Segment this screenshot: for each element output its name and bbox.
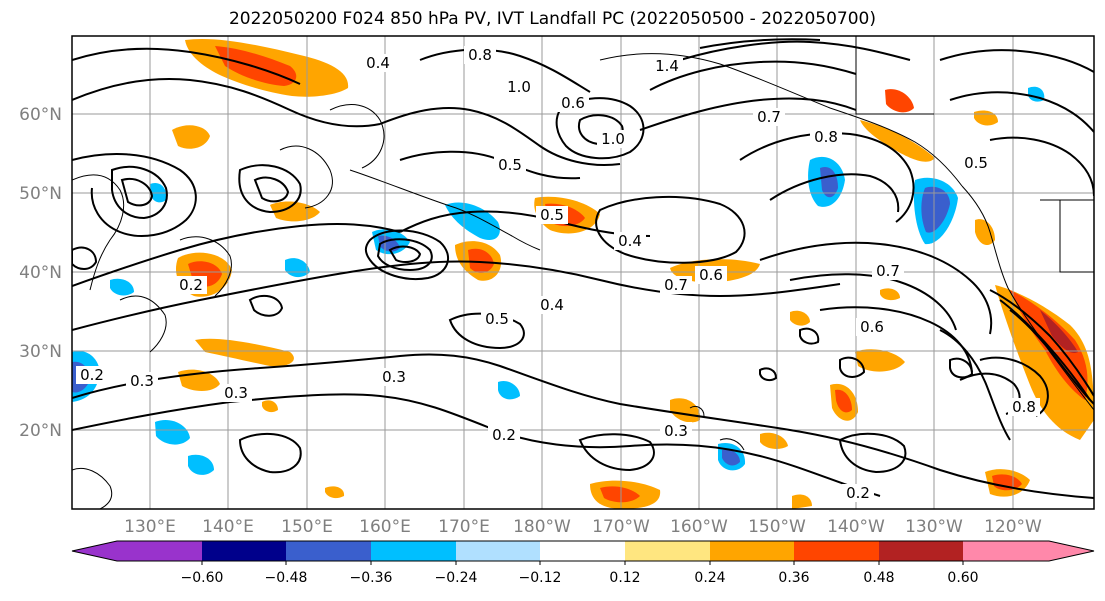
lat-label-40n: 40°N bbox=[19, 263, 62, 283]
colorbar-tick-label: 0.48 bbox=[863, 570, 894, 586]
map-frame bbox=[71, 35, 1095, 510]
colorbar-segment bbox=[202, 541, 286, 561]
lat-label-50n: 50°N bbox=[19, 184, 62, 204]
contour-label: 0.2 bbox=[80, 366, 104, 384]
contour-label: 0.2 bbox=[846, 484, 870, 502]
lat-label-30n: 30°N bbox=[19, 342, 62, 362]
lon-label: 120°W bbox=[984, 517, 1042, 537]
contour-label: 1.0 bbox=[601, 130, 625, 148]
colorbar-segment bbox=[371, 541, 456, 561]
colorbar-tick-label: −0.12 bbox=[519, 570, 562, 586]
negative-anomaly-shading bbox=[72, 86, 1045, 475]
colorbar-segment bbox=[456, 541, 540, 561]
colorbar-segment bbox=[625, 541, 710, 561]
colorbar-tick-label: 0.24 bbox=[694, 570, 725, 586]
colorbar-tick-label: −0.36 bbox=[350, 570, 393, 586]
colorbar-segment bbox=[72, 541, 202, 561]
colorbar: −0.60 −0.48 −0.36 −0.24 −0.12 0.12 0.24 … bbox=[71, 540, 1095, 586]
colorbar-segment bbox=[794, 541, 879, 561]
contour-label: 0.7 bbox=[664, 276, 688, 294]
lat-label-20n: 20°N bbox=[19, 421, 62, 441]
contour-label: 0.5 bbox=[498, 156, 522, 174]
contour-label: 0.6 bbox=[699, 266, 723, 284]
colorbar-segment bbox=[963, 541, 1094, 561]
coastlines bbox=[72, 36, 1094, 509]
colorbar-tick-label: −0.48 bbox=[265, 570, 308, 586]
contour-label: 0.3 bbox=[664, 422, 688, 440]
contour-label: 0.2 bbox=[179, 276, 203, 294]
contour-label: 0.8 bbox=[468, 46, 492, 64]
lon-label: 130°E bbox=[124, 517, 176, 537]
lon-label: 150°E bbox=[281, 517, 333, 537]
colorbar-segment bbox=[879, 541, 963, 561]
lon-label: 160°W bbox=[670, 517, 728, 537]
pv-contours bbox=[72, 38, 1094, 499]
colorbar-tick-label: −0.24 bbox=[435, 570, 478, 586]
contour-label: 0.3 bbox=[382, 368, 406, 386]
colorbar-outline bbox=[71, 540, 1095, 562]
contour-label: 0.2 bbox=[492, 426, 516, 444]
latitude-labels: 60°N 50°N 40°N 30°N 20°N bbox=[19, 105, 62, 441]
contour-label: 0.4 bbox=[540, 296, 564, 314]
colorbar-segments bbox=[72, 541, 1094, 561]
contour-label: 0.5 bbox=[485, 310, 509, 328]
lat-label-60n: 60°N bbox=[19, 105, 62, 125]
lon-label: 180°W bbox=[513, 517, 571, 537]
contour-label: 0.3 bbox=[224, 384, 248, 402]
contour-label: 1.0 bbox=[507, 78, 531, 96]
lon-label: 150°W bbox=[748, 517, 806, 537]
lon-label: 160°E bbox=[359, 517, 411, 537]
colorbar-tick-label: 0.12 bbox=[609, 570, 640, 586]
contour-label: 0.6 bbox=[561, 94, 585, 112]
contour-labels: 0.4 1.4 0.5 0.8 1.0 0.6 1.0 0.7 0.8 0.5 … bbox=[76, 46, 1040, 502]
contour-label: 0.4 bbox=[366, 54, 390, 72]
lon-label: 170°W bbox=[592, 517, 650, 537]
contour-label: 0.6 bbox=[860, 318, 884, 336]
contour-label: 0.7 bbox=[876, 262, 900, 280]
contour-label: 1.4 bbox=[655, 57, 679, 75]
colorbar-tick-labels: −0.60 −0.48 −0.36 −0.24 −0.12 0.12 0.24 … bbox=[181, 570, 979, 586]
longitude-labels: 130°E 140°E 150°E 160°E 170°E 180°W 170°… bbox=[124, 517, 1042, 537]
contour-label: 0.8 bbox=[814, 128, 838, 146]
lon-label: 170°E bbox=[438, 517, 490, 537]
contour-label: 0.4 bbox=[618, 232, 642, 250]
colorbar-tick-label: 0.60 bbox=[947, 570, 978, 586]
contour-label: 0.7 bbox=[757, 108, 781, 126]
colorbar-tick-label: 0.36 bbox=[778, 570, 809, 586]
colorbar-segment bbox=[540, 541, 625, 561]
contour-label: 0.3 bbox=[130, 372, 154, 390]
contour-label: 0.8 bbox=[1012, 398, 1036, 416]
map-title: 2022050200 F024 850 hPa PV, IVT Landfall… bbox=[228, 9, 876, 29]
lon-label: 130°W bbox=[905, 517, 963, 537]
colorbar-segment bbox=[286, 541, 371, 561]
colorbar-segment bbox=[710, 541, 794, 561]
lon-label: 140°E bbox=[202, 517, 254, 537]
colorbar-tick-label: −0.60 bbox=[181, 570, 224, 586]
contour-label: 0.5 bbox=[540, 206, 564, 224]
lon-label: 140°W bbox=[827, 517, 885, 537]
contour-label: 0.5 bbox=[964, 154, 988, 172]
colorbar-ticks bbox=[201, 561, 964, 565]
